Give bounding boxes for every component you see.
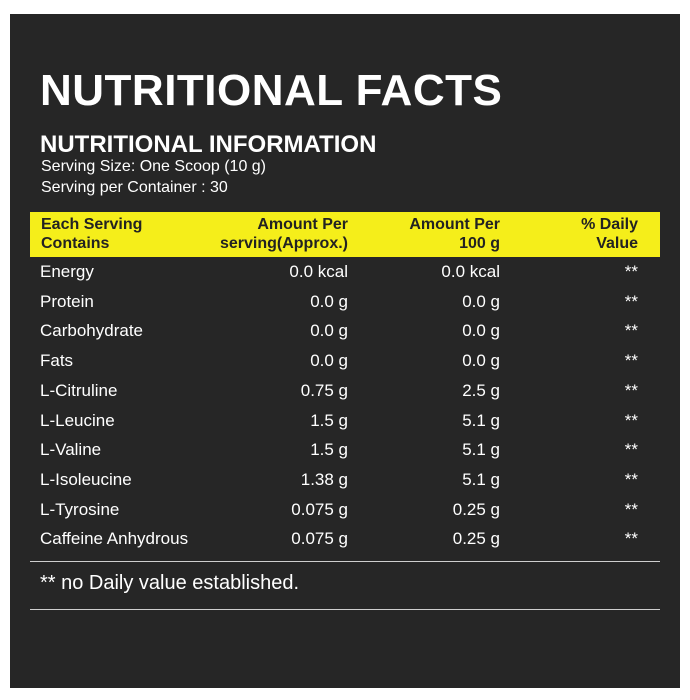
nutrient-value: 5.1 g <box>462 440 500 460</box>
nutrient-value: ** <box>624 291 638 311</box>
nutrient-value: 0.0 g <box>310 291 348 311</box>
nutrient-value: ** <box>624 351 638 371</box>
nutrient-value: ** <box>624 321 638 341</box>
nutrient-value: 0.0 g <box>462 321 500 341</box>
table-header: Each Serving Contains Amount Per serving(… <box>30 212 660 257</box>
nutrient-value: ** <box>624 499 638 519</box>
nutrient-name: Energy <box>40 262 94 281</box>
footnote: ** no Daily value established. <box>40 572 300 594</box>
nutrient-name: L-Leucine <box>40 410 115 430</box>
column-header: Amount Per serving(Approx.) <box>219 216 348 252</box>
nutrient-value: 0.25 g <box>452 499 500 519</box>
nutrient-value: 5.1 g <box>462 469 500 489</box>
serving-size: Serving Size: One Scoop (10 g) <box>41 158 267 175</box>
column-header: % Daily Value <box>581 216 638 252</box>
nutrient-value: 0.0 g <box>310 321 348 341</box>
nutrient-name: L-Citruline <box>40 380 118 400</box>
nutrient-name: Protein <box>40 291 94 311</box>
nutrient-value: 5.1 g <box>462 410 500 430</box>
nutrient-name: L-Tyrosine <box>40 499 120 519</box>
nutrient-value: 1.38 g <box>300 469 348 489</box>
nutrient-value: 0.075 g <box>291 499 348 519</box>
column-header: Amount Per 100 g <box>409 216 500 252</box>
column-header: Each Serving Contains <box>41 216 143 252</box>
nutrient-value: 0.0 kcal <box>441 262 500 281</box>
nutrient-value: 0.0 kcal <box>289 262 348 281</box>
nutrient-value: 1.5 g <box>310 410 348 430</box>
nutrient-value: ** <box>624 469 638 489</box>
nutrient-value: ** <box>624 380 638 400</box>
title: NUTRITIONAL FACTS <box>40 66 503 115</box>
nutrient-name: Caffeine Anhydrous <box>40 529 189 549</box>
nutrient-name: Carbohydrate <box>40 321 144 341</box>
nutrient-value: 0.25 g <box>452 529 500 549</box>
nutrient-value: ** <box>624 262 638 281</box>
nutrient-value: 0.0 g <box>310 351 348 371</box>
subtitle: NUTRITIONAL INFORMATION <box>40 131 377 158</box>
divider <box>30 609 660 610</box>
nutrient-value: ** <box>624 440 638 460</box>
nutrient-value: 2.5 g <box>462 380 500 400</box>
nutrient-value: ** <box>624 529 638 549</box>
nutrient-value: 0.0 g <box>462 291 500 311</box>
nutrient-value: 0.75 g <box>300 380 348 400</box>
nutrient-value: 1.5 g <box>310 440 348 460</box>
divider <box>30 561 660 562</box>
nutrient-name: L-Valine <box>40 440 102 460</box>
nutrient-name: Fats <box>40 351 74 371</box>
servings-per-container: Serving per Container : 30 <box>41 179 228 196</box>
nutrient-value: 0.0 g <box>462 351 500 371</box>
nutrient-value: 0.075 g <box>291 529 348 549</box>
nutrition-panel: NUTRITIONAL FACTS NUTRITIONAL INFORMATIO… <box>10 14 680 688</box>
nutrient-value: ** <box>624 410 638 430</box>
nutrient-name: L-Isoleucine <box>40 469 132 489</box>
